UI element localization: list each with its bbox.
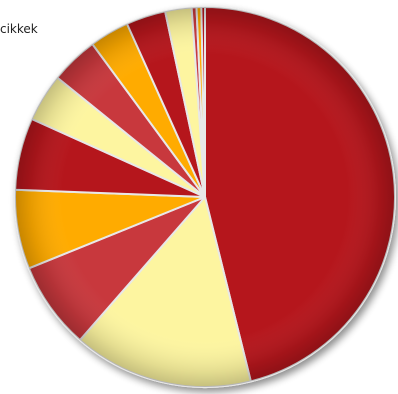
pie-slices <box>14 6 397 388</box>
